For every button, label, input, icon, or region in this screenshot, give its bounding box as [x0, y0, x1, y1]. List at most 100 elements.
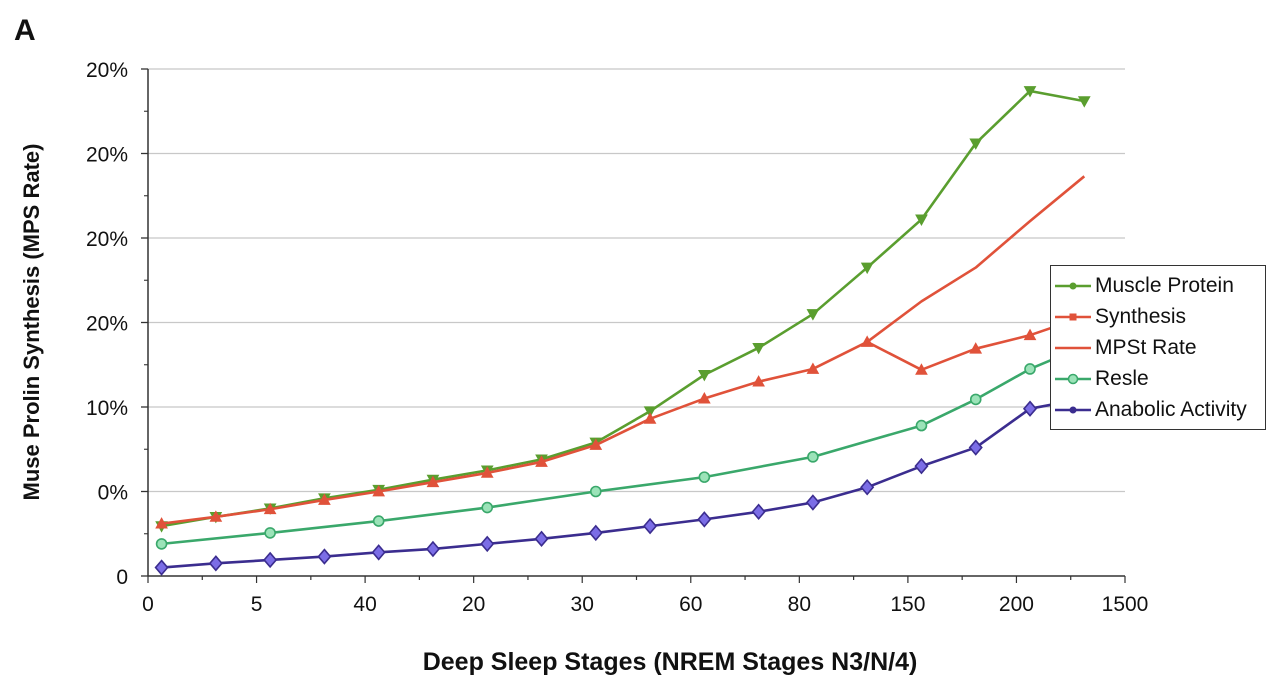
- legend-label: Muscle Protein: [1095, 273, 1234, 297]
- x-tick-label: 0: [142, 593, 154, 616]
- data-point: [643, 406, 657, 418]
- x-tick-label: 20: [462, 593, 485, 616]
- x-tick-label: 80: [788, 593, 811, 616]
- legend-marker: [1069, 406, 1077, 413]
- series-resle: [155, 340, 1091, 550]
- legend-swatch: [1055, 373, 1091, 384]
- data-point: [480, 466, 494, 478]
- x-tick-label: 200: [999, 593, 1034, 616]
- data-point: [969, 138, 983, 150]
- x-tick-label: 60: [679, 593, 702, 616]
- axes: [141, 68, 1126, 583]
- data-point: [535, 455, 548, 467]
- y-tick-label: 20%: [86, 228, 128, 251]
- data-point: [969, 393, 982, 406]
- data-point: [752, 342, 765, 355]
- data-point: [806, 362, 820, 374]
- series-line: [161, 315, 1085, 525]
- legend-label: Resle: [1095, 366, 1149, 390]
- y-tick-labels: 0 0% 10% 20% 20% 20% 20%: [86, 59, 128, 589]
- data-point: [697, 392, 711, 404]
- data-point: [968, 439, 983, 456]
- series-line: [161, 344, 1085, 546]
- data-point: [1024, 363, 1036, 375]
- data-point: [589, 485, 602, 498]
- series-line: [161, 89, 1085, 528]
- data-point: [480, 535, 495, 553]
- data-point: [1022, 400, 1038, 417]
- legend-label: MPSt Rate: [1095, 335, 1197, 359]
- x-tick-labels: 0 5 40 20 30 60 80 150 200 1500: [142, 593, 1148, 616]
- data-point: [807, 451, 819, 463]
- data-point: [208, 555, 223, 572]
- data-point: [426, 475, 440, 488]
- grid-lines: [148, 68, 1125, 493]
- y-tick-label: 10%: [86, 397, 128, 420]
- legend-item: Resle: [1051, 363, 1265, 394]
- legend-label: Synthesis: [1095, 304, 1187, 328]
- y-tick-label: 20%: [86, 313, 128, 336]
- data-point: [860, 479, 875, 496]
- x-tick-label: 1500: [1102, 593, 1149, 616]
- data-point: [697, 369, 711, 382]
- series-synthesis: [155, 310, 1091, 529]
- data-point: [155, 517, 168, 529]
- data-point: [481, 501, 494, 514]
- data-point: [806, 309, 820, 321]
- data-point: [154, 559, 169, 576]
- data-point: [805, 494, 820, 511]
- data-point: [915, 214, 928, 226]
- y-tick-label: 0%: [98, 482, 128, 505]
- series-line: [161, 397, 1085, 569]
- legend-item: MPSt Rate: [1051, 332, 1265, 363]
- legend-label: Anabolic Activity: [1095, 397, 1247, 421]
- legend-swatch: [1055, 406, 1091, 413]
- data-point: [425, 540, 441, 558]
- data-point: [751, 503, 766, 521]
- legend-item: Anabolic Activity: [1051, 394, 1265, 425]
- series-mpst-rate: [866, 175, 1086, 343]
- legend-swatch: [1055, 313, 1091, 320]
- legend-marker: [1069, 282, 1077, 289]
- x-axis-label: Deep Sleep Stages (NREM Stages N3/N/4): [422, 648, 918, 676]
- data-point: [263, 551, 278, 569]
- x-tick-label: 5: [251, 593, 263, 616]
- data-point: [969, 342, 983, 354]
- panel-label: A: [14, 14, 36, 47]
- data-point: [752, 375, 765, 387]
- series-anabolic-activity: [154, 390, 1092, 576]
- x-tick-label: 30: [571, 593, 594, 616]
- data-point: [372, 515, 385, 527]
- data-point: [589, 438, 603, 450]
- x-tick-label: 40: [353, 593, 376, 616]
- data-point: [263, 502, 277, 515]
- series-group: [154, 86, 1092, 576]
- data-point: [915, 363, 928, 375]
- y-tick-label: 20%: [86, 59, 128, 82]
- data-point: [264, 527, 276, 539]
- legend-swatch: [1055, 346, 1091, 349]
- data-point: [372, 484, 386, 497]
- data-point: [317, 548, 332, 565]
- data-point: [914, 457, 929, 475]
- data-point: [1077, 96, 1091, 108]
- legend-item: Synthesis: [1051, 301, 1265, 332]
- data-point: [588, 524, 603, 542]
- y-tick-label: 0: [116, 566, 128, 589]
- data-point: [209, 510, 223, 522]
- data-point: [643, 412, 657, 424]
- data-point: [697, 511, 712, 528]
- data-point: [1023, 86, 1037, 98]
- data-point: [643, 517, 658, 535]
- data-point: [534, 530, 549, 548]
- legend: Muscle Protein Synthesis MPSt Rate Resle Ana…: [1050, 265, 1266, 430]
- data-point: [318, 493, 331, 505]
- series-line: [866, 175, 1086, 343]
- data-point: [371, 544, 386, 561]
- legend-item: Muscle Protein: [1051, 270, 1265, 301]
- data-point: [860, 262, 874, 275]
- legend-marker: [1067, 373, 1079, 384]
- data-point: [1023, 328, 1037, 341]
- data-point: [698, 471, 711, 483]
- legend-marker: [1069, 313, 1077, 320]
